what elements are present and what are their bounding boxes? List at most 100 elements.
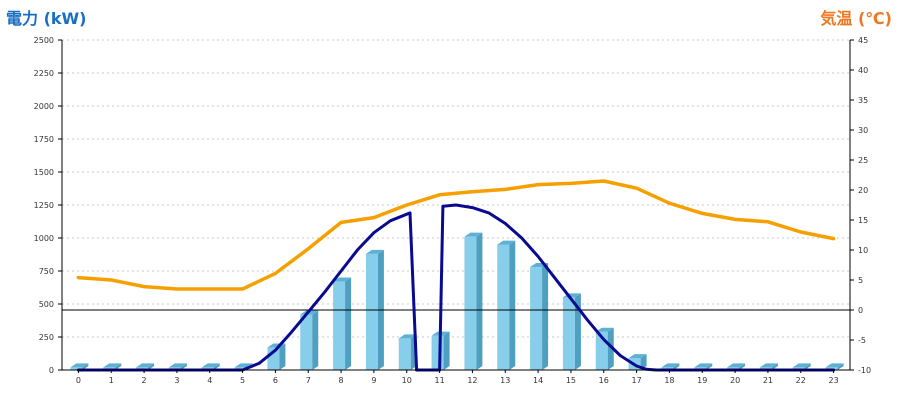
bar-top [333, 277, 352, 282]
left-tick-label: 500 [39, 300, 54, 309]
bar-top [661, 363, 680, 368]
x-tick-label: 15 [566, 376, 576, 385]
right-tick-label: 15 [858, 216, 868, 225]
bar-side [739, 363, 746, 370]
bar [497, 240, 516, 370]
bar [464, 232, 483, 370]
x-tick-label: 4 [207, 376, 212, 385]
bar-top [694, 363, 713, 368]
x-tick-label: 23 [828, 376, 838, 385]
bar-top [103, 363, 122, 368]
bar-side [148, 363, 155, 370]
bar-front [70, 367, 83, 370]
bar-side [837, 363, 844, 370]
bar-series [70, 232, 844, 370]
left-tick-label: 250 [39, 333, 54, 342]
bar-side [542, 263, 549, 370]
right-tick-label: 5 [858, 276, 863, 285]
bar [365, 249, 384, 370]
bar-side [279, 343, 286, 370]
bar-front [333, 281, 346, 370]
bar-side [115, 363, 122, 370]
left-tick-label: 2000 [34, 102, 54, 111]
bar-top [365, 249, 384, 254]
x-tick-label: 5 [240, 376, 245, 385]
bar-side [640, 354, 647, 370]
right-tick-label: 30 [858, 126, 868, 135]
bar-side [804, 363, 811, 370]
bar-side [312, 310, 319, 370]
left-tick-label: 0 [49, 366, 54, 375]
x-tick-label: 10 [402, 376, 412, 385]
bar-front [431, 335, 444, 370]
bar-top [464, 232, 483, 237]
bar-front [300, 314, 313, 370]
x-tick-label: 6 [273, 376, 278, 385]
bar-front [365, 253, 378, 370]
bar-side [443, 331, 450, 370]
bar-front [464, 236, 477, 370]
gridlines [62, 39, 850, 338]
bar-top [792, 363, 811, 368]
bar-side [574, 293, 581, 370]
x-tick-label: 3 [174, 376, 179, 385]
left-tick-label: 1500 [34, 168, 54, 177]
bar-front [562, 297, 575, 370]
x-tick-label: 9 [371, 376, 376, 385]
bar-top [70, 363, 89, 368]
bar-top [825, 363, 844, 368]
line-series [62, 179, 850, 372]
x-tick-label: 22 [796, 376, 806, 385]
x-tick-label: 20 [730, 376, 740, 385]
right-tick-label: 25 [858, 156, 868, 165]
bar-top [727, 363, 746, 368]
bar-top [168, 363, 187, 368]
right-tick-label: 40 [858, 66, 868, 75]
left-tick-label: 750 [39, 267, 54, 276]
bar-side [607, 327, 614, 370]
bar [530, 263, 549, 370]
bar-front [497, 244, 510, 370]
bar-top [759, 363, 778, 368]
left-tick-label: 1000 [34, 234, 54, 243]
x-tick-label: 8 [339, 376, 344, 385]
bar-side [82, 363, 89, 370]
bar-top [497, 240, 516, 245]
right-tick-label: -5 [858, 336, 866, 345]
right-tick-label: 20 [858, 186, 868, 195]
x-tick-label: 1 [109, 376, 114, 385]
x-tick-label: 2 [142, 376, 147, 385]
bar [333, 277, 352, 370]
x-tick-label: 18 [664, 376, 674, 385]
x-tick-label: 13 [500, 376, 510, 385]
x-tick-label: 16 [599, 376, 609, 385]
bar [70, 363, 89, 370]
left-axis-title: 電力 (kW) [6, 9, 87, 28]
right-tick-label: 0 [858, 306, 863, 315]
right-tick-label: 45 [858, 36, 868, 45]
bar-top [201, 363, 220, 368]
left-tick-label: 2250 [34, 69, 54, 78]
bar-front [530, 267, 543, 370]
bar-top [398, 334, 417, 339]
bar-top [595, 327, 614, 332]
temperature-line [76, 179, 836, 291]
bar-front [398, 338, 411, 370]
bar-side [673, 363, 680, 370]
right-tick-label: 10 [858, 246, 868, 255]
x-tick-label: 17 [631, 376, 641, 385]
bar-side [180, 363, 187, 370]
bar [562, 293, 581, 370]
x-tick-label: 7 [306, 376, 311, 385]
right-axis-title: 気温 (℃) [820, 9, 892, 28]
bar-side [509, 240, 516, 370]
x-tick-label: 0 [76, 376, 81, 385]
bar-side [213, 363, 220, 370]
x-tick-label: 11 [434, 376, 444, 385]
bar-side [706, 363, 713, 370]
right-tick-label: 35 [858, 96, 868, 105]
axes: 02505007501000125015001750200022502500-1… [34, 36, 871, 385]
bar-side [771, 363, 778, 370]
x-tick-label: 12 [467, 376, 477, 385]
